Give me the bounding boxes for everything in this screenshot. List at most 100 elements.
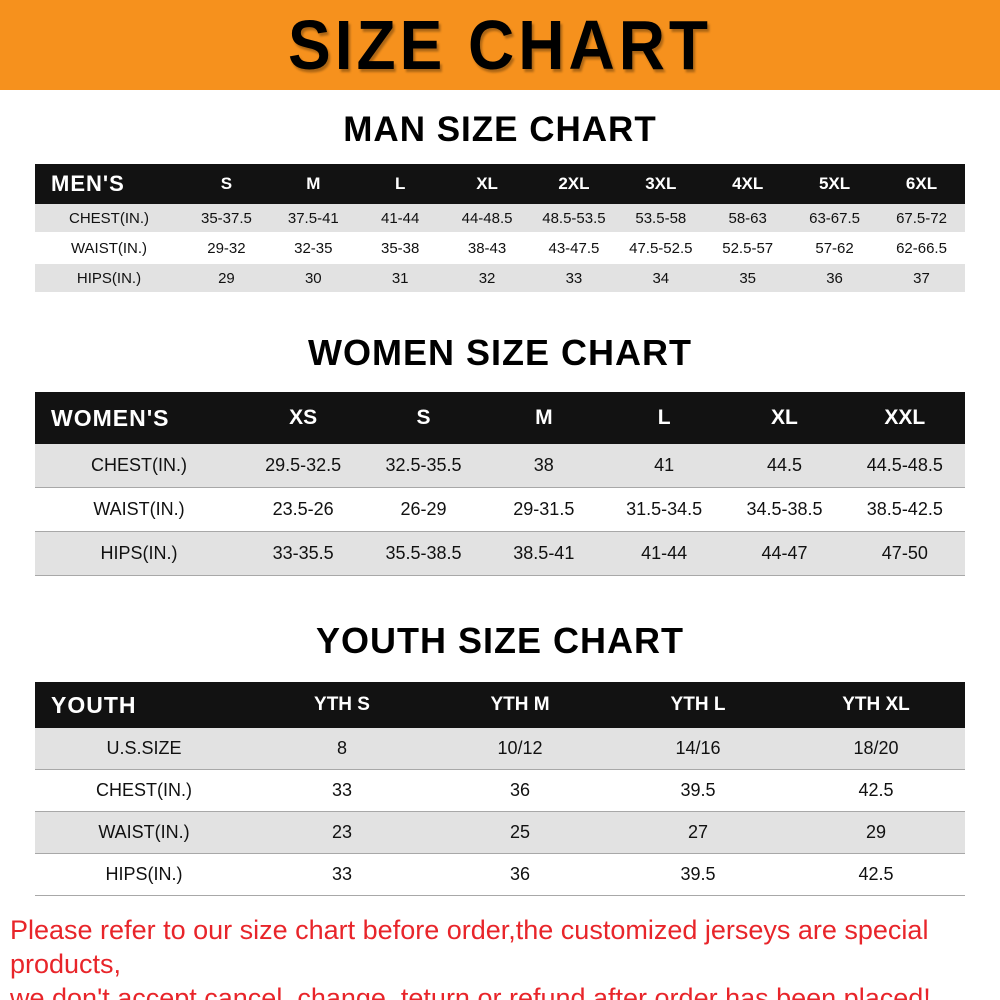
table-header-row: YOUTH YTH S YTH M YTH L YTH XL [35, 682, 965, 728]
size-value-cell: 38.5-42.5 [866, 499, 943, 519]
size-column-header: M [483, 392, 604, 444]
size-value-cell: 42.5 [858, 780, 894, 800]
size-value-cell: 39.5 [680, 864, 716, 884]
row-label-cell: CHEST(IN.) [96, 780, 192, 800]
size-value-cell: 29-31.5 [513, 499, 575, 519]
table-title-cell: YOUTH [35, 682, 253, 728]
section-heading: WOMEN SIZE CHART [308, 332, 692, 373]
size-value-cell: 23 [331, 822, 353, 842]
size-value-cell: 58-63 [728, 209, 767, 227]
size-value-cell: 35.5-38.5 [385, 543, 462, 563]
size-value-cell: 67.5-72 [896, 209, 947, 227]
size-column-header: YTH M [431, 682, 609, 728]
table-row: WAIST(IN.) 23.5-26 26-29 29-31.5 31.5-34.5 34… [35, 487, 965, 532]
row-label-cell: WAIST(IN.) [70, 239, 148, 257]
size-value-cell: 36 [509, 864, 531, 884]
table-row: CHEST(IN.) 35-37.5 37.5-41 41-44 44-48.5 48.5… [35, 204, 965, 233]
size-section-youth-size-chart: YOUTH SIZE CHART YOUTH YTH S YTH M YTH L YTH … [0, 620, 1000, 896]
size-section-man-size-chart: MAN SIZE CHART MEN'S S M L XL 2XL 3XL 4XL 5XL 6XL C… [0, 110, 1000, 294]
size-value-cell: 53.5-58 [635, 209, 687, 227]
size-column-header: 4XL [704, 164, 792, 204]
size-value-cell: 31 [391, 269, 409, 287]
size-value-cell: 32 [478, 269, 496, 287]
table-row: WAIST(IN.) 29-32 32-35 35-38 38-43 43-47.5 47.… [35, 233, 965, 263]
size-value-cell: 29.5-32.5 [265, 455, 342, 475]
table-row: CHEST(IN.) 29.5-32.5 32.5-35.5 38 41 44.5 44.5… [35, 444, 965, 488]
size-value-cell: 39.5 [680, 780, 716, 800]
size-value-cell: 38-43 [467, 239, 507, 257]
size-column-header: 3XL [617, 164, 705, 204]
footer-disclaimer-line2: we don't accept cancel, change, teturn o… [10, 982, 931, 1000]
size-value-cell: 29 [865, 822, 887, 842]
size-value-cell: 41 [654, 455, 675, 475]
size-value-cell: 25 [509, 822, 531, 842]
size-value-cell: 38.5-41 [513, 543, 575, 563]
size-value-cell: 32.5-35.5 [385, 455, 462, 475]
size-value-cell: 52.5-57 [722, 239, 774, 257]
size-value-cell: 57-62 [815, 239, 854, 257]
size-value-cell: 35-37.5 [201, 209, 252, 227]
size-value-cell: 27 [687, 822, 709, 842]
size-value-cell: 33 [565, 269, 583, 287]
size-value-cell: 41-44 [381, 209, 420, 227]
size-column-header: XL [443, 164, 531, 204]
page-title: SIZE CHART [288, 6, 712, 84]
size-column-header: S [363, 392, 484, 444]
size-value-cell: 30 [304, 269, 322, 287]
size-column-header: S [183, 164, 270, 204]
size-column-header: YTH L [609, 682, 787, 728]
size-column-header: 6XL [878, 164, 965, 204]
size-value-cell: 47-50 [881, 543, 928, 563]
size-value-cell: 44.5-48.5 [866, 455, 943, 475]
size-value-cell: 41-44 [641, 543, 688, 563]
size-value-cell: 37 [913, 269, 930, 287]
size-value-cell: 14/16 [675, 738, 721, 758]
section-heading: MAN SIZE CHART [343, 110, 657, 149]
row-label-cell: WAIST(IN.) [98, 822, 190, 842]
row-label-cell: HIPS(IN.) [100, 543, 178, 563]
size-value-cell: 33-35.5 [272, 543, 334, 563]
size-value-cell: 18/20 [853, 738, 899, 758]
size-value-cell: 10/12 [497, 738, 543, 758]
size-value-cell: 43-47.5 [548, 239, 600, 257]
size-value-cell: 8 [336, 738, 347, 758]
size-table: YOUTH YTH S YTH M YTH L YTH XL U.S.SIZE 8 10/12… [35, 682, 965, 896]
row-label-cell: WAIST(IN.) [93, 499, 185, 519]
table-title-cell: MEN'S [35, 164, 183, 204]
size-value-cell: 35 [739, 269, 757, 287]
table-row: CHEST(IN.) 33 36 39.5 42.5 [35, 769, 965, 812]
size-value-cell: 26-29 [400, 499, 447, 519]
size-value-cell: 42.5 [858, 864, 894, 884]
size-value-cell: 29-32 [207, 239, 246, 257]
size-value-cell: 34 [652, 269, 670, 287]
size-table: WOMEN'S XS S M L XL XXL CHEST(IN.) 29.5-32.5 32.5… [35, 392, 965, 576]
size-value-cell: 35-38 [381, 239, 420, 257]
size-value-cell: 36 [509, 780, 531, 800]
size-value-cell: 48.5-53.5 [542, 209, 606, 227]
size-value-cell: 47.5-52.5 [629, 239, 693, 257]
table-row: HIPS(IN.) 33 36 39.5 42.5 [35, 853, 965, 896]
size-column-header: L [603, 392, 725, 444]
table-row: U.S.SIZE 8 10/12 14/16 18/20 [35, 728, 965, 770]
row-label-cell: HIPS(IN.) [76, 269, 142, 287]
size-column-header: 5XL [791, 164, 878, 204]
size-column-header: M [269, 164, 357, 204]
size-value-cell: 34.5-38.5 [746, 499, 823, 519]
size-column-header: XS [243, 392, 364, 444]
size-column-header: YTH XL [787, 682, 965, 728]
size-column-header: XL [724, 392, 845, 444]
footer-disclaimer: Please refer to our size chart before or… [10, 914, 992, 1000]
table-header-row: WOMEN'S XS S M L XL XXL [35, 392, 965, 444]
size-value-cell: 29 [218, 269, 235, 287]
size-value-cell: 32-35 [294, 239, 333, 257]
size-column-header: 2XL [530, 164, 618, 204]
size-value-cell: 36 [826, 269, 843, 287]
size-table: MEN'S S M L XL 2XL 3XL 4XL 5XL 6XL CHEST(IN.) 35-37… [35, 164, 965, 294]
size-chart-sections: MAN SIZE CHART MEN'S S M L XL 2XL 3XL 4XL 5XL 6XL C… [0, 110, 1000, 896]
size-value-cell: 44.5 [766, 455, 802, 475]
section-heading: YOUTH SIZE CHART [315, 620, 684, 661]
size-column-header: XXL [844, 392, 965, 444]
size-value-cell: 33 [331, 780, 353, 800]
size-value-cell: 62-66.5 [896, 239, 947, 257]
